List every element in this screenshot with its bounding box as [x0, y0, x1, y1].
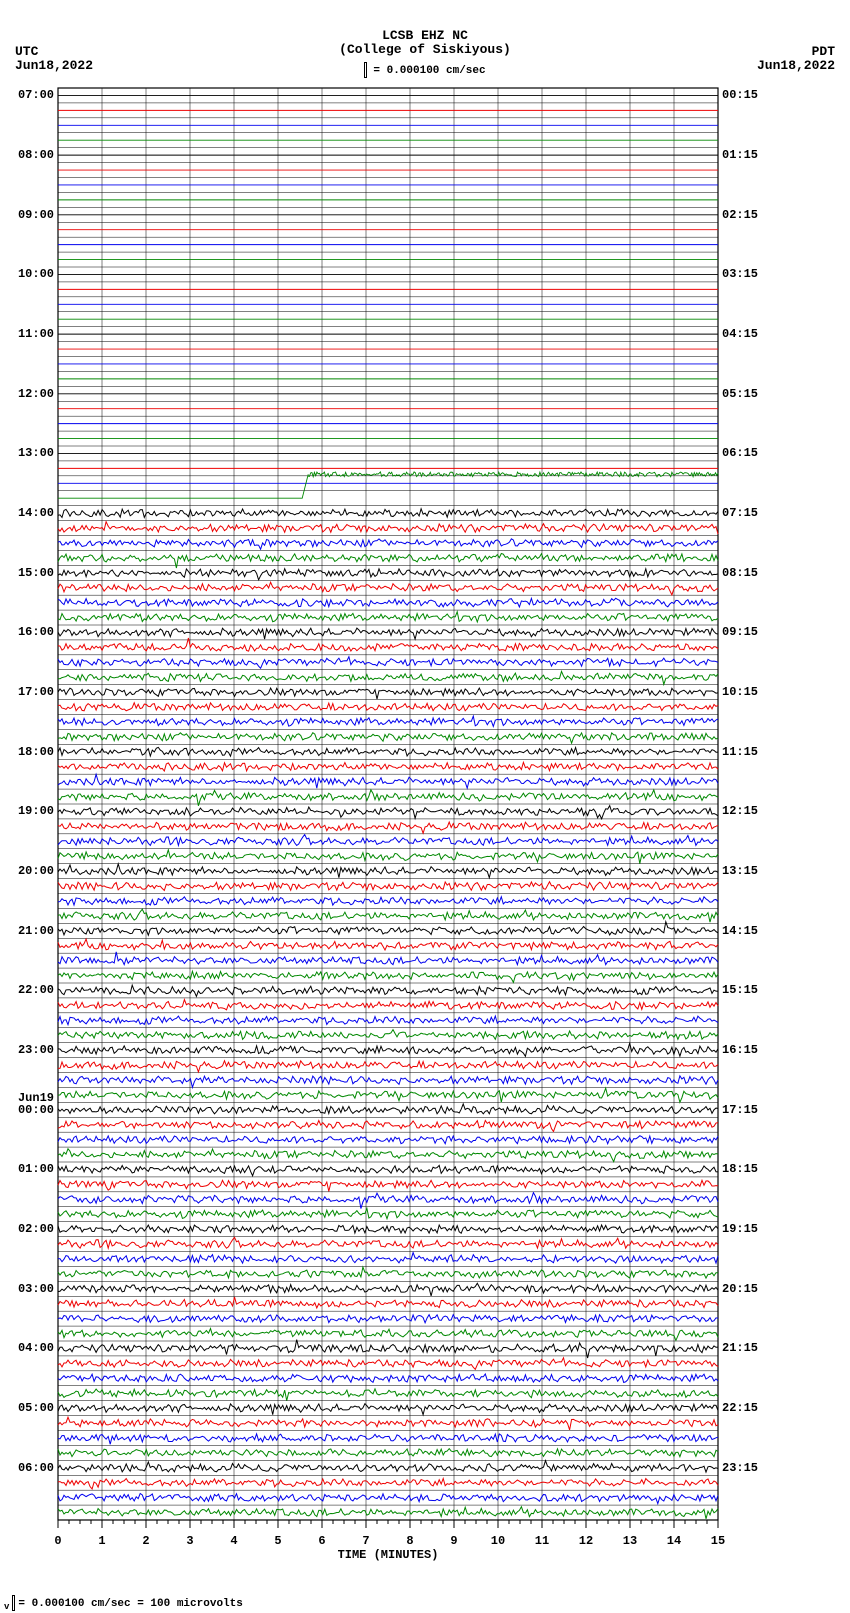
utc-hour-label: 13:00 [18, 446, 54, 460]
local-hour-label: 19:15 [722, 1222, 758, 1236]
helicorder-container: LCSB EHZ NC (College of Siskiyous) = 0.0… [0, 0, 850, 1613]
helicorder-plot: 07:0008:0009:0010:0011:0012:0013:0014:00… [58, 88, 718, 1520]
x-tick-label: 7 [362, 1534, 369, 1548]
footnote: v= 0.000100 cm/sec = 100 microvolts [4, 1595, 243, 1612]
x-tick-label: 9 [450, 1534, 457, 1548]
utc-hour-label: 04:00 [18, 1341, 54, 1355]
utc-hour-label: 16:00 [18, 625, 54, 639]
local-hour-label: 08:15 [722, 566, 758, 580]
utc-hour-label: 21:00 [18, 924, 54, 938]
x-tick-label: 5 [274, 1534, 281, 1548]
utc-hour-label: 20:00 [18, 864, 54, 878]
x-tick-label: 14 [667, 1534, 681, 1548]
date-left-label: Jun18,2022 [15, 58, 93, 73]
x-tick-label: 8 [406, 1534, 413, 1548]
date-right-label: Jun18,2022 [757, 58, 835, 73]
scale-bar-icon [12, 1595, 15, 1611]
utc-hour-label: 15:00 [18, 566, 54, 580]
x-tick-label: 11 [535, 1534, 549, 1548]
local-hour-label: 18:15 [722, 1162, 758, 1176]
local-hour-label: 22:15 [722, 1401, 758, 1415]
utc-hour-label: 14:00 [18, 506, 54, 520]
local-hour-label: 21:15 [722, 1341, 758, 1355]
x-tick-label: 6 [318, 1534, 325, 1548]
x-tick-label: 2 [142, 1534, 149, 1548]
utc-hour-label: 06:00 [18, 1461, 54, 1475]
utc-hour-label: 17:00 [18, 685, 54, 699]
x-tick-label: 1 [98, 1534, 105, 1548]
x-tick-label: 0 [54, 1534, 61, 1548]
local-hour-label: 11:15 [722, 745, 758, 759]
x-tick-label: 12 [579, 1534, 593, 1548]
x-tick-label: 3 [186, 1534, 193, 1548]
local-hour-label: 10:15 [722, 685, 758, 699]
scale-text: = 0.000100 cm/sec [373, 65, 485, 77]
local-hour-label: 17:15 [722, 1103, 758, 1117]
local-hour-label: 01:15 [722, 148, 758, 162]
utc-hour-label: 09:00 [18, 208, 54, 222]
local-hour-label: 23:15 [722, 1461, 758, 1475]
x-tick-label: 15 [711, 1534, 725, 1548]
utc-hour-label: 07:00 [18, 88, 54, 102]
x-axis-title: TIME (MINUTES) [58, 1548, 718, 1562]
utc-hour-label: 18:00 [18, 745, 54, 759]
utc-hour-label: 11:00 [18, 327, 54, 341]
local-hour-label: 06:15 [722, 446, 758, 460]
utc-day-label: Jun19 [18, 1091, 54, 1105]
footnote-text: = 0.000100 cm/sec = 100 microvolts [18, 1598, 242, 1610]
local-hour-label: 20:15 [722, 1282, 758, 1296]
utc-hour-label: 00:00 [18, 1103, 54, 1117]
utc-hour-label: 08:00 [18, 148, 54, 162]
local-hour-label: 00:15 [722, 88, 758, 102]
tz-right-label: PDT [812, 44, 835, 59]
x-tick-label: 13 [623, 1534, 637, 1548]
local-hour-label: 03:15 [722, 267, 758, 281]
tz-left-label: UTC [15, 44, 38, 59]
utc-hour-label: 01:00 [18, 1162, 54, 1176]
utc-hour-label: 05:00 [18, 1401, 54, 1415]
local-hour-label: 07:15 [722, 506, 758, 520]
utc-hour-label: 19:00 [18, 804, 54, 818]
scale-legend: = 0.000100 cm/sec [0, 62, 850, 78]
local-hour-label: 09:15 [722, 625, 758, 639]
local-hour-label: 12:15 [722, 804, 758, 818]
local-hour-label: 13:15 [722, 864, 758, 878]
local-hour-label: 14:15 [722, 924, 758, 938]
utc-hour-label: 22:00 [18, 983, 54, 997]
x-tick-label: 4 [230, 1534, 237, 1548]
utc-hour-label: 12:00 [18, 387, 54, 401]
station-title: LCSB EHZ NC [0, 28, 850, 43]
local-hour-label: 15:15 [722, 983, 758, 997]
utc-hour-label: 03:00 [18, 1282, 54, 1296]
utc-hour-label: 10:00 [18, 267, 54, 281]
x-tick-label: 10 [491, 1534, 505, 1548]
utc-hour-label: 02:00 [18, 1222, 54, 1236]
location-title: (College of Siskiyous) [0, 42, 850, 57]
local-hour-label: 05:15 [722, 387, 758, 401]
local-hour-label: 02:15 [722, 208, 758, 222]
scale-bar-icon [364, 62, 367, 78]
local-hour-label: 04:15 [722, 327, 758, 341]
utc-hour-label: 23:00 [18, 1043, 54, 1057]
local-hour-label: 16:15 [722, 1043, 758, 1057]
